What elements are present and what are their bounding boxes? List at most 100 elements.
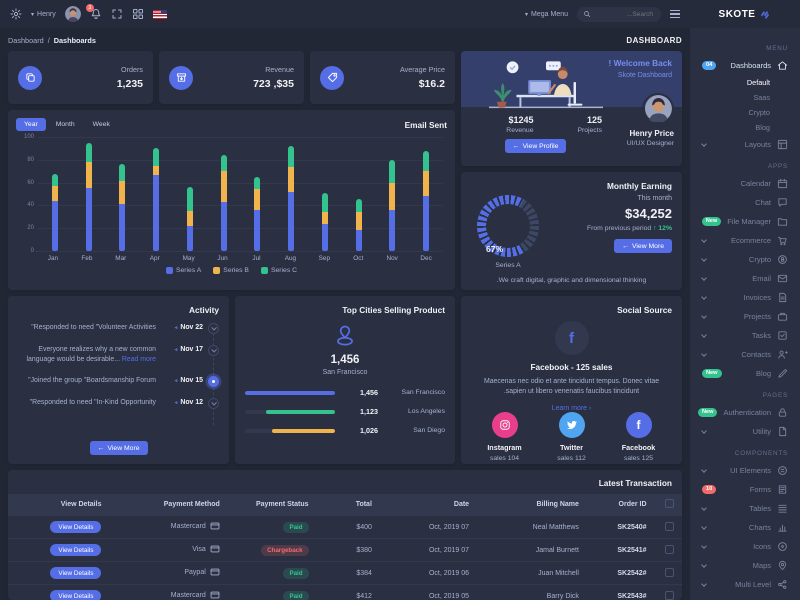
settings-gear-icon[interactable] bbox=[10, 8, 22, 20]
x-axis-label: Sep bbox=[318, 255, 331, 262]
sidebar-item-email[interactable]: Email bbox=[690, 269, 800, 288]
sidebar-subitem-saas[interactable]: Saas bbox=[753, 93, 770, 102]
x-axis-label: Jan bbox=[47, 255, 59, 262]
sidebar-item-chat[interactable]: Chat bbox=[690, 193, 800, 212]
sidebar-item-label: Blog bbox=[755, 369, 771, 378]
sidebar-item-calendar[interactable]: Calendar bbox=[690, 174, 800, 193]
top-city-name: San Francisco bbox=[322, 369, 368, 376]
sidebar-item-maps[interactable]: Maps bbox=[690, 556, 800, 575]
notifications-bell-icon[interactable]: 3 bbox=[85, 4, 102, 20]
mega-menu-button[interactable]: Mega Menu ▾ bbox=[525, 11, 568, 18]
sidebar-subitem-crypto[interactable]: Crypto bbox=[748, 108, 771, 117]
sidebar-subitem-default[interactable]: Default bbox=[746, 78, 770, 87]
credit-card-icon bbox=[210, 568, 220, 576]
sidebar-section-components: COMPONENTS bbox=[734, 450, 788, 457]
user-avatar[interactable] bbox=[64, 6, 81, 22]
apps-grid-icon[interactable] bbox=[132, 8, 144, 20]
sidebar-item-layouts[interactable]: Layouts bbox=[690, 135, 800, 154]
welcome-body: Henry Price UI/UX Designer 125 Projects … bbox=[461, 93, 682, 153]
column-header-order-id[interactable]: Order ID bbox=[586, 494, 655, 516]
select-all-checkbox[interactable] bbox=[665, 499, 674, 508]
twitter-icon[interactable] bbox=[558, 411, 585, 438]
sidebar-item-contacts[interactable]: Contacts bbox=[690, 345, 800, 364]
breadcrumb-item[interactable]: Dashboard bbox=[8, 36, 44, 45]
search-input[interactable] bbox=[577, 6, 661, 22]
view-profile-button[interactable]: View Profile ← bbox=[504, 139, 567, 153]
gauge-percent: 67% bbox=[486, 244, 504, 254]
sidebar-item-ui-elements[interactable]: UI Elements bbox=[690, 461, 800, 480]
sidebar-item-crypto[interactable]: Crypto bbox=[690, 250, 800, 269]
sidebar-item-forms[interactable]: Forms 10 bbox=[690, 480, 800, 499]
read-more-link[interactable]: Read more bbox=[121, 356, 156, 363]
archive-icon bbox=[176, 73, 186, 82]
view-details-button[interactable]: View Details bbox=[50, 544, 102, 556]
view-more-button[interactable]: View More ← bbox=[614, 239, 672, 253]
facebook-icon[interactable]: f bbox=[554, 321, 589, 355]
row-checkbox[interactable] bbox=[665, 590, 674, 600]
row-checkbox[interactable] bbox=[665, 544, 674, 554]
chevron-down-icon bbox=[701, 523, 707, 530]
view-details-button[interactable]: View Details bbox=[50, 590, 102, 600]
activity-item[interactable]: 15 Nov ◄ Joined the group "Boardsmanship… bbox=[18, 376, 219, 387]
facebook-icon[interactable]: f bbox=[625, 411, 652, 438]
row-checkbox[interactable] bbox=[665, 567, 674, 577]
ui-icon bbox=[778, 466, 787, 475]
view-details-button[interactable]: View Details bbox=[50, 521, 102, 533]
table-row: #SK2540 Neal Matthews 07 Oct, 2019 $400 … bbox=[8, 515, 682, 539]
instagram-icon[interactable] bbox=[491, 411, 518, 438]
activity-item[interactable]: 12 Nov ◄ Responded to need "In-Kind Oppo… bbox=[18, 398, 219, 409]
sidebar-item-tables[interactable]: Tables bbox=[690, 499, 800, 518]
gridline bbox=[38, 251, 443, 252]
cell-order-id: #SK2542 bbox=[586, 561, 655, 585]
sidebar-item-blog[interactable]: Blog New bbox=[690, 364, 800, 383]
city-name: San Francisco bbox=[401, 389, 445, 396]
sidebar-item-projects[interactable]: Projects bbox=[690, 307, 800, 326]
sidebar-item-multi-level[interactable]: Multi Level bbox=[690, 575, 800, 594]
menu-toggle-icon[interactable] bbox=[670, 9, 680, 19]
language-flag-icon[interactable] bbox=[152, 9, 167, 19]
social-headline: Facebook - 125 sales bbox=[530, 363, 613, 372]
column-header-payment-status[interactable]: Payment Status bbox=[227, 494, 317, 516]
fullscreen-icon[interactable] bbox=[111, 8, 123, 20]
sidebar-item-ecommerce[interactable]: Ecommerce bbox=[690, 231, 800, 250]
activity-item[interactable]: 22 Nov ◄ Responded to need "Volunteer Ac… bbox=[18, 323, 219, 334]
sidebar-item-icons[interactable]: Icons bbox=[690, 537, 800, 556]
sidebar-item-invoices[interactable]: Invoices bbox=[690, 288, 800, 307]
column-header-total[interactable]: Total bbox=[316, 494, 380, 516]
chevron-down-icon bbox=[701, 312, 707, 319]
page-title-row: DASHBOARD Dashboard / Dashboards bbox=[0, 28, 690, 51]
user-menu[interactable]: Henry ▾ bbox=[31, 11, 56, 18]
tab-week[interactable]: Week bbox=[85, 118, 118, 131]
learn-more-link[interactable]: ‹ Learn more bbox=[552, 405, 591, 412]
chevron-down-icon bbox=[701, 274, 707, 281]
sidebar-subitem-blog[interactable]: Blog bbox=[755, 123, 770, 132]
chevron-down-icon bbox=[701, 350, 707, 357]
view-details-button[interactable]: View Details bbox=[50, 567, 102, 579]
status-badge: Paid bbox=[283, 521, 309, 533]
activity-item[interactable]: 17 Nov ◄ Everyone realizes why a new com… bbox=[18, 345, 219, 365]
latest-transaction-title: Latest Transaction bbox=[598, 478, 672, 488]
social-account-name: Twitter bbox=[559, 442, 584, 452]
sidebar-item-utility[interactable]: Utility bbox=[690, 422, 800, 441]
tab-year[interactable]: Year bbox=[16, 118, 46, 131]
gridline bbox=[38, 205, 443, 207]
period-label: This month bbox=[637, 195, 672, 202]
column-header-billing-name[interactable]: Billing Name bbox=[477, 494, 587, 516]
sidebar-item-file-manager[interactable]: File Manager New bbox=[690, 212, 800, 231]
activity-view-more-button[interactable]: View More ← bbox=[89, 441, 148, 455]
column-header-payment-method[interactable]: Payment Method bbox=[109, 494, 228, 516]
sidebar-item-dashboards[interactable]: Dashboards 04 bbox=[690, 56, 800, 75]
column-header-date[interactable]: Date bbox=[379, 494, 478, 516]
activity-meta: 15 Nov ◄ bbox=[161, 376, 203, 387]
sidebar-item-authentication[interactable]: Authentication New bbox=[690, 403, 800, 422]
y-axis-tick: 40 bbox=[27, 202, 34, 209]
credit-card-icon bbox=[210, 591, 220, 599]
brand-logo[interactable]: SKOTE bbox=[690, 0, 800, 28]
legend-item-series-b: Series B bbox=[213, 267, 249, 274]
sidebar-item-tasks[interactable]: Tasks bbox=[690, 326, 800, 345]
sidebar-item-charts[interactable]: Charts bbox=[690, 518, 800, 537]
tab-month[interactable]: Month bbox=[48, 118, 83, 131]
column-header-view-details[interactable]: View Details bbox=[8, 494, 110, 516]
row-checkbox[interactable] bbox=[665, 521, 674, 531]
bar-feb bbox=[85, 142, 92, 251]
